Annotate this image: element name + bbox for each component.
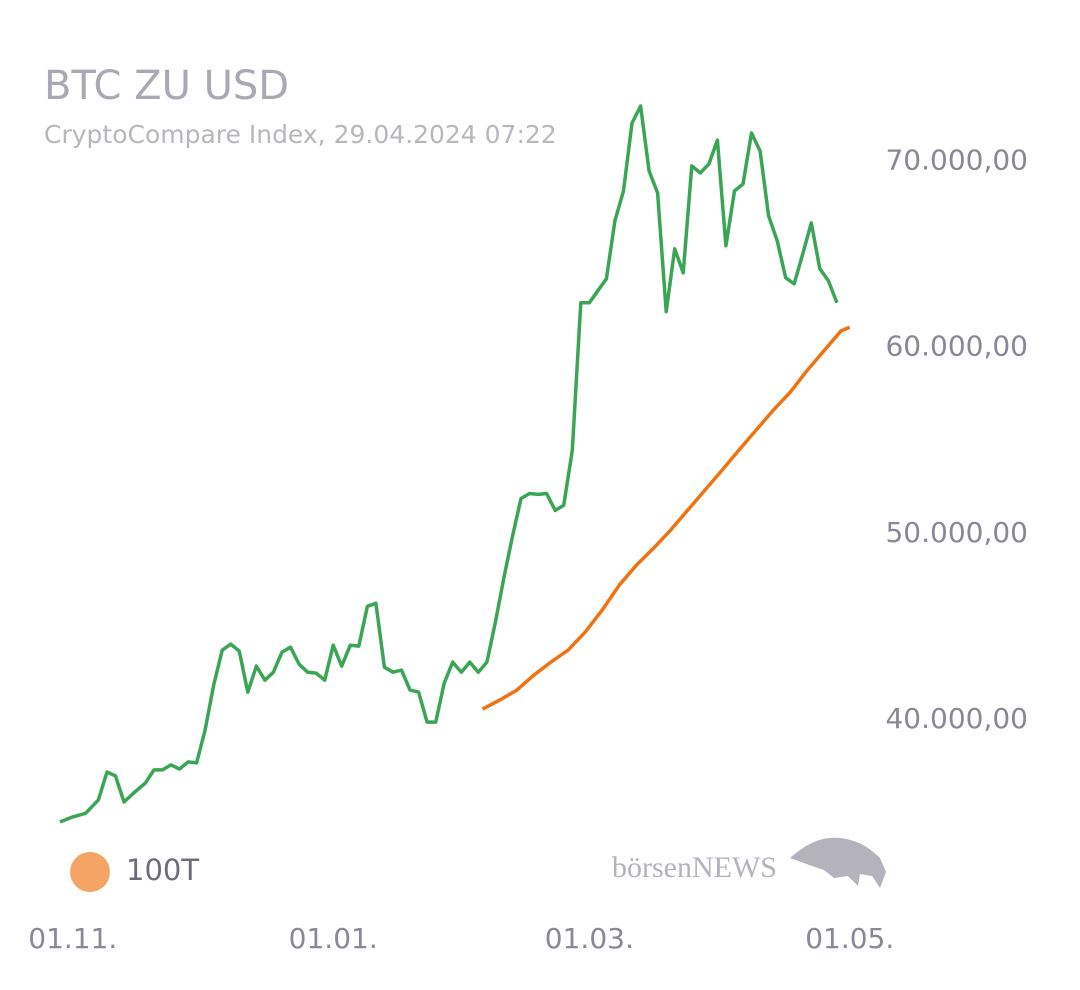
y-tick-label: 40.000,00	[885, 702, 1028, 735]
y-tick-label: 60.000,00	[885, 330, 1028, 363]
x-tick-label: 01.01.	[289, 922, 378, 955]
x-tick-label: 01.03.	[545, 922, 634, 955]
y-tick-label: 70.000,00	[885, 143, 1028, 176]
x-tick-label: 01.05.	[805, 922, 894, 955]
line-series	[481, 325, 851, 711]
chart-subtitle: CryptoCompare Index, 29.04.2024 07:22	[44, 120, 557, 149]
logo: börsenNEWS	[612, 837, 886, 888]
x-tick-label: 01.11.	[28, 922, 117, 955]
chart-title: BTC ZU USD	[44, 63, 289, 109]
legend-label: 100T	[126, 853, 199, 887]
y-tick-label: 50.000,00	[885, 516, 1028, 549]
line-series	[59, 104, 839, 824]
logo-bull	[790, 837, 886, 888]
watermark: börsenNEWS	[612, 851, 777, 884]
legend-swatch	[70, 852, 110, 892]
